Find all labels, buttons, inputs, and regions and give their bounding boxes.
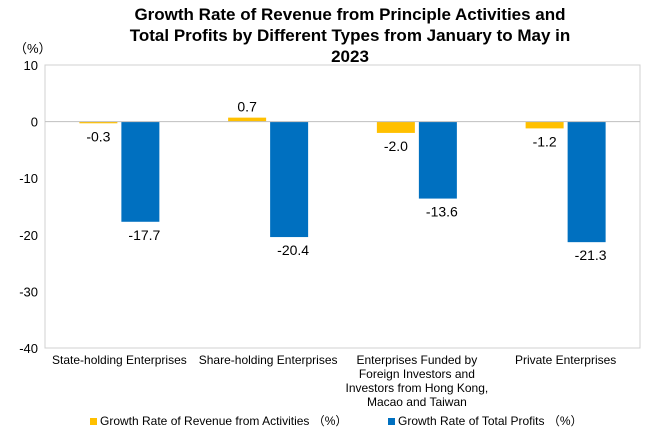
data-label: -0.3 [86,128,110,144]
x-category-label-line: Macao and Taiwan [366,395,467,409]
chart-title-line: 2023 [331,47,369,66]
x-category-label-line: Enterprises Funded by [356,353,478,367]
bar-revenue [228,117,267,122]
bar-revenue [525,121,564,129]
data-label: -17.7 [128,227,160,243]
bar-profits [270,121,309,238]
data-label: -2.0 [384,138,408,154]
legend-swatch-profits [388,418,395,426]
x-category-label-line: Foreign Investors and [358,367,475,381]
x-category-label: State-holding Enterprises [34,353,204,367]
bar-profits [567,121,606,243]
legend-item-revenue: Growth Rate of Revenue from Activities （… [90,412,347,429]
x-category-label: Share-holding Enterprises [183,353,353,367]
bar-revenue [376,121,415,133]
legend-swatch-revenue [90,418,97,426]
data-label: 0.7 [237,99,257,115]
x-category-label-line: Private Enterprises [514,353,617,367]
y-tick-label: -30 [19,284,38,299]
y-tick-label: -20 [19,228,38,243]
data-label: -1.2 [533,133,557,149]
x-category-label-line: Investors from Hong Kong, [345,381,489,395]
x-category-label-line: State-holding Enterprises [52,353,187,367]
legend-label-revenue: Growth Rate of Revenue from Activities （… [100,414,348,428]
y-axis-unit-label: （%） [14,41,52,56]
y-tick-label: -40 [19,341,38,356]
x-category-label-line: Share-holding Enterprises [198,353,338,367]
y-tick-label: -10 [19,171,38,186]
y-tick-label: 10 [24,58,38,73]
x-category-label: Private Enterprises [481,353,651,367]
x-category-label: Enterprises Funded by Foreign Investors a… [332,353,502,409]
chart-title-line: Growth Rate of Revenue from Principle Ac… [134,5,566,24]
data-label: -21.3 [575,247,607,263]
y-tick-label: 0 [31,115,38,130]
legend-label-profits: Growth Rate of Total Profits （%） [398,414,583,428]
bar-profits [418,121,457,199]
bar-profits [121,121,160,222]
bar-revenue [79,121,118,124]
data-label: -13.6 [426,204,458,220]
chart-title: Growth Rate of Revenue from Principle Ac… [60,4,640,67]
chart-title-line: Total Profits by Different Types from Ja… [129,26,571,45]
plot-area-border [44,64,641,349]
legend-item-profits: Growth Rate of Total Profits （%） [388,412,583,429]
data-label: -20.4 [277,242,309,258]
